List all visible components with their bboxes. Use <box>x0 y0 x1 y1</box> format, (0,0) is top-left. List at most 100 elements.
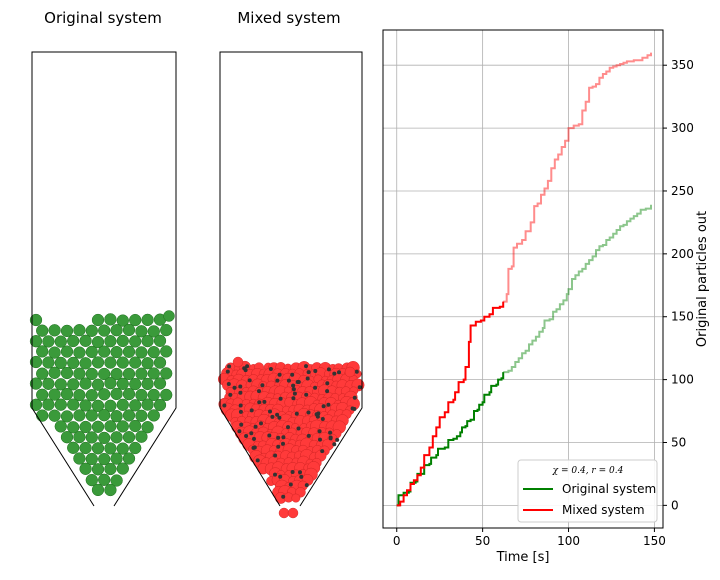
small-particle <box>288 482 293 487</box>
original-particle <box>110 345 123 359</box>
small-particle <box>273 453 278 458</box>
original-particle <box>54 335 67 348</box>
small-particle <box>328 430 333 435</box>
original-particle <box>79 420 92 434</box>
original-particle <box>60 431 74 444</box>
small-particle <box>247 378 252 383</box>
small-particle <box>228 392 233 397</box>
original-particle <box>91 483 105 497</box>
small-particle <box>286 425 290 430</box>
original-particle <box>116 314 129 327</box>
y-axis-ticks: 0 50 100 150 200 250 300 350 <box>663 58 694 512</box>
small-particle <box>257 400 262 405</box>
small-particle <box>315 414 320 419</box>
small-particle <box>281 494 286 499</box>
y-axis-label: Original particles out <box>695 211 710 347</box>
original-particle <box>29 398 43 411</box>
small-particle <box>238 409 243 414</box>
small-particle <box>275 412 280 417</box>
small-particle <box>281 435 286 440</box>
chart-panel: 0 50 100 150 0 50 100 150 200 250 300 350 Time [s]… <box>382 29 710 565</box>
small-particle <box>354 369 359 374</box>
small-particle <box>255 458 260 463</box>
original-particle <box>104 313 117 326</box>
original-particle <box>54 398 67 411</box>
original-particle <box>42 398 55 411</box>
original-particle <box>110 452 123 465</box>
small-particle <box>320 417 325 421</box>
small-particle <box>326 367 331 372</box>
original-particle <box>98 431 111 445</box>
original-particle <box>116 420 129 433</box>
original-particle <box>29 313 43 327</box>
small-particle <box>262 399 267 404</box>
original-particle <box>29 355 43 369</box>
original-particle <box>129 399 142 412</box>
y-tick-label: 150 <box>671 310 694 324</box>
small-particle <box>276 444 281 449</box>
small-particle <box>306 433 311 438</box>
original-particle <box>85 345 98 359</box>
original-particle <box>116 356 129 369</box>
small-particle <box>253 424 258 429</box>
original-particle <box>73 367 86 380</box>
small-particle <box>273 472 277 477</box>
small-particle <box>268 367 273 371</box>
small-particle <box>249 431 254 436</box>
original-particle <box>147 388 160 402</box>
series-line-mixed-system-faded <box>503 52 652 303</box>
small-particle <box>244 434 249 438</box>
small-particle <box>299 474 304 479</box>
original-particle <box>116 398 129 411</box>
x-axis-ticks: 0 50 100 150 <box>393 528 666 548</box>
original-particle <box>79 357 92 370</box>
small-particle <box>306 410 311 415</box>
small-particle <box>337 370 341 375</box>
original-particle <box>110 431 123 444</box>
chart-series <box>396 52 652 507</box>
original-particle <box>163 310 175 322</box>
original-particle <box>129 377 142 391</box>
original-particle <box>79 399 92 412</box>
original-particle <box>129 356 142 369</box>
small-particle <box>237 429 242 434</box>
original-particle <box>135 346 148 359</box>
small-particle <box>252 445 257 450</box>
y-tick-label: 200 <box>671 247 694 261</box>
original-particle <box>42 335 55 348</box>
original-particle <box>48 324 61 337</box>
original-particle <box>116 442 129 455</box>
legend-label-mixed: Mixed system <box>562 503 645 517</box>
chart-grid <box>383 30 663 528</box>
original-particle <box>110 387 123 401</box>
original-particle <box>98 409 111 422</box>
original-particle <box>104 399 117 412</box>
original-particle <box>110 410 123 423</box>
small-particle <box>226 382 231 386</box>
small-particle <box>332 371 337 376</box>
original-particle <box>91 378 105 391</box>
original-particle <box>153 398 167 412</box>
small-particle <box>296 380 301 384</box>
small-particle <box>317 429 322 434</box>
original-particle <box>147 409 160 422</box>
mixed-particle <box>344 366 356 378</box>
original-particle <box>85 367 98 381</box>
small-particle <box>352 395 357 400</box>
original-particle <box>73 452 86 465</box>
small-particle <box>238 403 243 408</box>
original-particle <box>73 346 86 359</box>
original-particle <box>54 378 67 391</box>
small-particle <box>291 387 296 392</box>
small-particle <box>304 364 308 369</box>
small-particle <box>326 402 331 407</box>
small-particle <box>290 372 295 377</box>
original-particle <box>73 324 86 337</box>
small-particle <box>291 383 296 388</box>
original-particle <box>122 431 136 444</box>
original-particle <box>116 462 129 475</box>
original-particle <box>129 441 142 455</box>
original-particle <box>141 377 154 391</box>
mixed-silo-panel: Mixed system <box>217 9 365 519</box>
original-particle <box>67 334 80 348</box>
